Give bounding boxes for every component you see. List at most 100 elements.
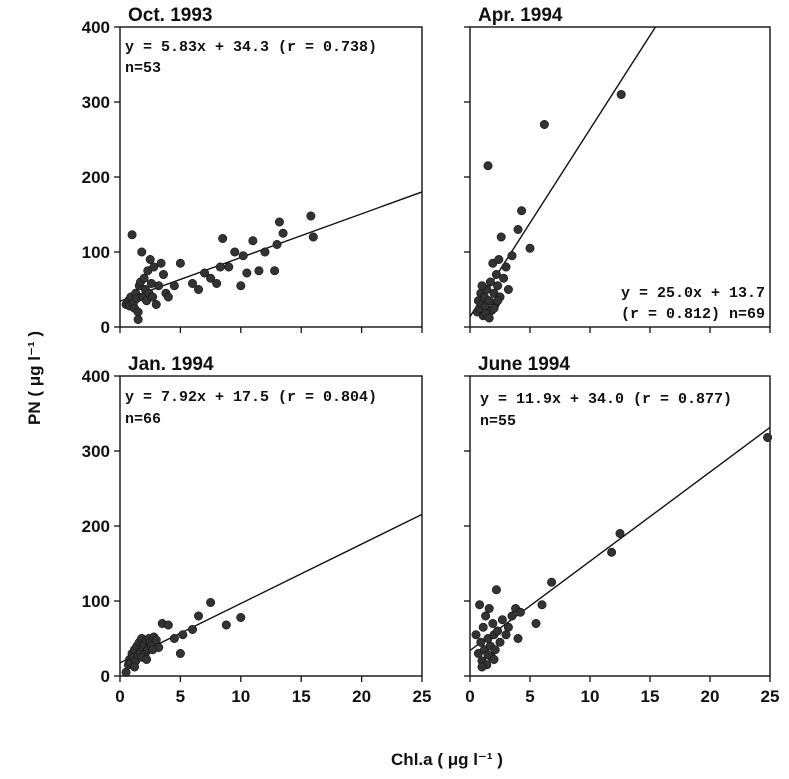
data-point — [496, 232, 506, 242]
data-point — [158, 269, 168, 279]
data-point — [507, 611, 517, 621]
data-point — [483, 650, 493, 660]
data-point — [489, 303, 499, 313]
data-point — [607, 547, 617, 557]
sample-size-label: n=66 — [125, 411, 161, 428]
y-tick-label: 100 — [82, 592, 110, 611]
data-point — [169, 281, 179, 291]
panel-title: Apr. 1994 — [478, 5, 563, 26]
data-point — [142, 654, 152, 664]
x-tick-label: 5 — [525, 687, 534, 706]
sample-size-label: n=53 — [125, 60, 161, 77]
data-point — [475, 600, 485, 610]
x-tick-label: 5 — [176, 687, 185, 706]
data-point — [477, 281, 487, 291]
data-point — [187, 278, 197, 288]
x-tick-label: 25 — [761, 687, 780, 706]
data-point — [481, 611, 491, 621]
data-point — [187, 624, 197, 634]
data-point — [495, 637, 505, 647]
data-point — [490, 645, 500, 655]
y-tick-label: 200 — [82, 168, 110, 187]
data-point — [501, 630, 511, 640]
data-point — [485, 277, 495, 287]
data-point — [248, 236, 258, 246]
x-tick-label: 20 — [701, 687, 720, 706]
data-point — [493, 626, 503, 636]
plot-frame — [469, 26, 771, 328]
data-point — [224, 262, 234, 272]
data-point — [499, 273, 509, 283]
x-tick-label: 0 — [465, 687, 474, 706]
x-axis-label: Chl.a ( μg l⁻¹ ) — [391, 750, 503, 769]
regression-line — [470, 27, 657, 318]
regression-equation: y = 25.0x + 13.7 — [621, 285, 765, 302]
data-point — [169, 633, 179, 643]
data-point — [497, 615, 507, 625]
panel-1: Oct. 1993 0 100 200 300 400 y = 5.83x + 34.3 (… — [82, 5, 423, 337]
plot-frame — [119, 375, 423, 677]
data-point — [488, 618, 498, 628]
data-point — [218, 234, 228, 244]
data-point — [194, 284, 204, 294]
x-tick-label: 10 — [581, 687, 600, 706]
y-tick-label: 400 — [82, 18, 110, 37]
y-tick-label: 300 — [82, 442, 110, 461]
data-point — [513, 225, 523, 235]
data-point — [200, 268, 210, 278]
regression-equation: y = 7.92x + 17.5 (r = 0.804) — [125, 389, 377, 406]
data-point — [260, 247, 270, 257]
panel-4: June 1994 0 5 10 15 20 25 y = 11.9x + 34.0 (r =… — [464, 354, 779, 706]
data-point — [483, 161, 493, 171]
data-point — [539, 120, 549, 130]
x-tick-label: 20 — [352, 687, 371, 706]
data-point — [272, 240, 282, 250]
y-axis-label: PN ( μg l⁻¹ ) — [25, 331, 44, 425]
data-point — [254, 266, 264, 276]
y-tick-label: 300 — [82, 93, 110, 112]
data-point — [139, 273, 149, 283]
data-point — [763, 432, 773, 442]
x-tick-label: 0 — [115, 687, 124, 706]
data-point — [236, 612, 246, 622]
data-point — [178, 630, 188, 640]
y-tick-label: 100 — [82, 243, 110, 262]
y-tick-label: 0 — [101, 667, 110, 686]
data-point — [278, 228, 288, 238]
data-point — [491, 269, 501, 279]
data-point — [238, 251, 248, 261]
data-point — [151, 299, 161, 309]
data-point — [478, 622, 488, 632]
data-point — [484, 603, 494, 613]
data-point — [129, 662, 139, 672]
y-tick-label: 0 — [101, 318, 110, 337]
regression-equation: y = 11.9x + 34.0 (r = 0.877) — [480, 391, 732, 408]
data-point — [513, 633, 523, 643]
data-point — [531, 618, 541, 628]
data-point — [145, 255, 155, 265]
data-point — [230, 247, 240, 257]
data-point — [149, 262, 159, 272]
plot-frame — [119, 26, 423, 328]
data-point — [503, 622, 513, 632]
data-point — [148, 645, 158, 655]
data-point — [501, 262, 511, 272]
data-point — [503, 284, 513, 294]
data-point — [517, 206, 527, 216]
data-point — [121, 667, 131, 677]
data-point — [507, 251, 517, 261]
data-point — [484, 313, 494, 323]
data-point — [163, 620, 173, 630]
data-point — [175, 648, 185, 658]
data-point — [270, 266, 280, 276]
x-tick-label: 25 — [413, 687, 432, 706]
data-point — [194, 611, 204, 621]
data-point — [154, 281, 164, 291]
data-point — [151, 635, 161, 645]
regression-equation-line2: (r = 0.812) n=69 — [621, 306, 765, 323]
data-point — [477, 662, 487, 672]
data-point — [175, 258, 185, 268]
data-point — [236, 281, 246, 291]
data-point — [493, 281, 503, 291]
